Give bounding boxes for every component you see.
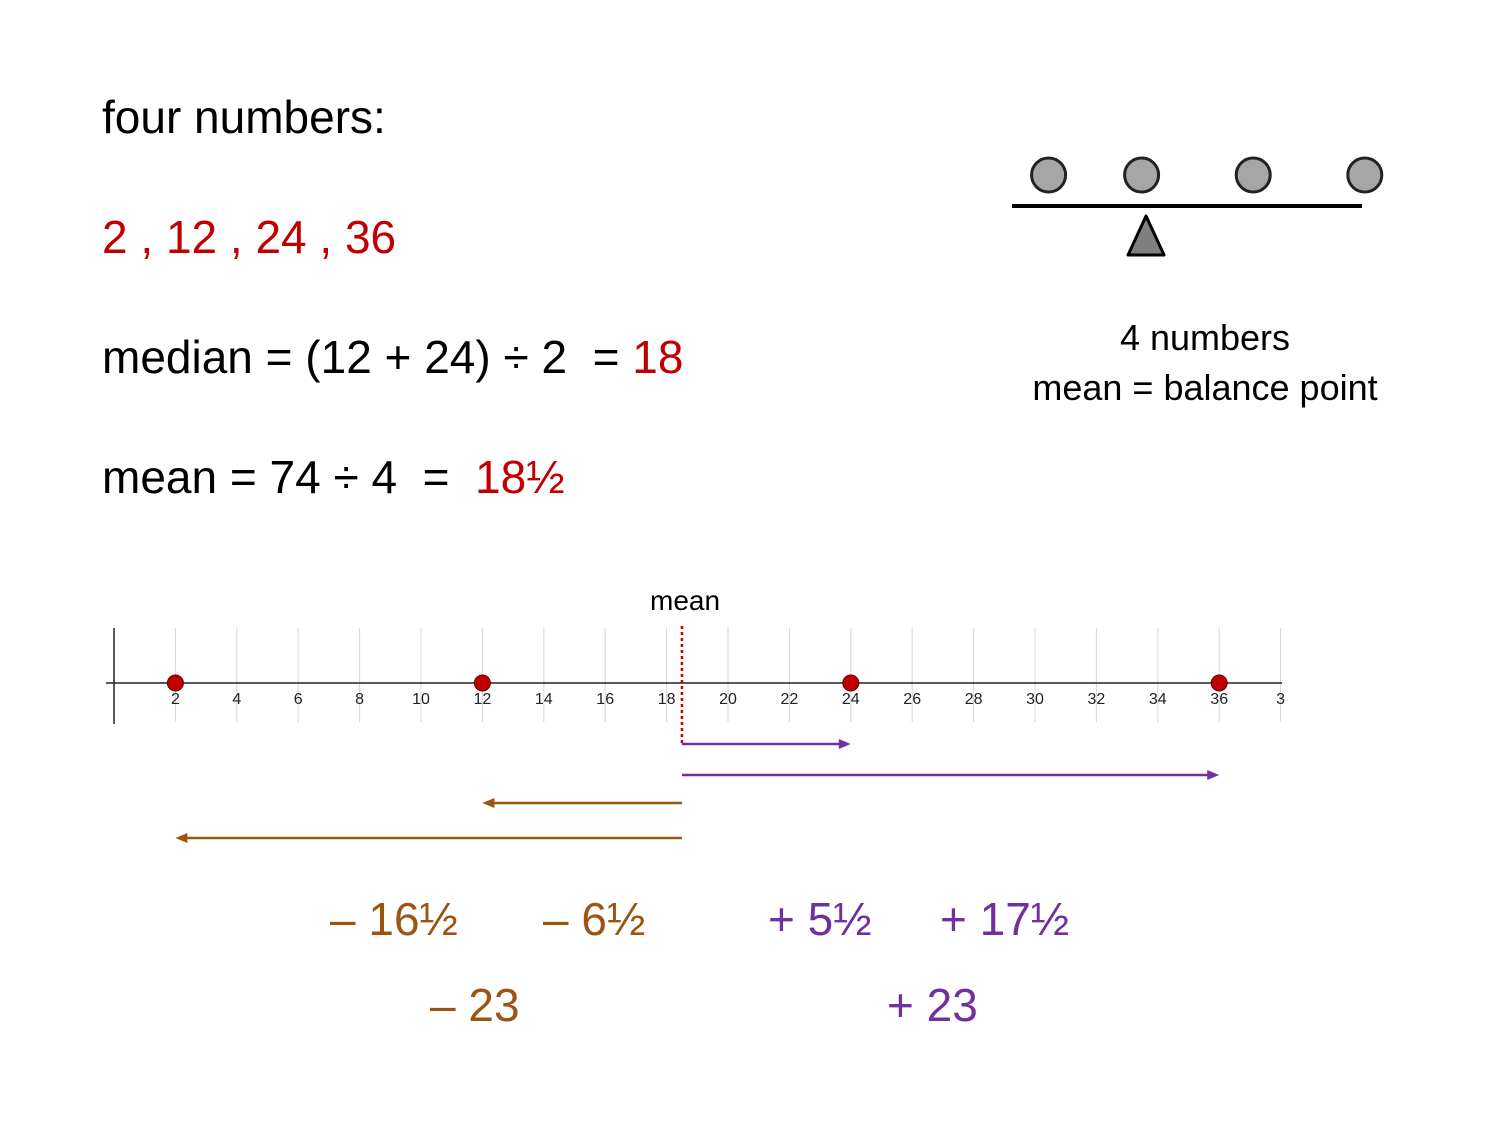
mean-label: mean	[650, 585, 721, 616]
mean-expression: mean = 74 ÷ 4 =	[102, 451, 476, 503]
tick-label: 20	[719, 691, 737, 708]
data-point	[473, 674, 491, 692]
deviation-value: + 5½	[768, 893, 872, 945]
tick-label: 4	[232, 691, 241, 708]
tick-label: 6	[294, 691, 303, 708]
number-list: 2 , 12 , 24 , 36	[102, 214, 396, 260]
positive-sum: + 23	[887, 979, 978, 1031]
tick-label: 22	[781, 691, 799, 708]
tick-label: 30	[1026, 691, 1044, 708]
balance-caption-line2: mean = balance point	[1032, 367, 1378, 408]
tick-label: 2	[171, 691, 180, 708]
balance-scale	[1012, 156, 1384, 257]
number-value: 24	[255, 211, 307, 263]
separator: ,	[217, 211, 256, 263]
fulcrum-triangle	[1126, 214, 1166, 257]
median-line: median = (12 + 24) ÷ 2 = 18	[102, 334, 683, 380]
mean-result: 18½	[475, 451, 565, 503]
deviation-arrows	[175, 739, 1220, 843]
tick-label: 16	[596, 691, 614, 708]
data-point	[1210, 674, 1228, 692]
tick-label: 32	[1088, 691, 1106, 708]
number-value: 36	[344, 211, 397, 263]
tick-label: 36	[1210, 691, 1228, 708]
data-point	[842, 674, 860, 692]
arrow-head	[838, 739, 851, 749]
tick-label: 24	[842, 691, 860, 708]
balance-ball	[1234, 156, 1272, 194]
tick-label: 10	[412, 691, 430, 708]
tick-label: 12	[474, 691, 492, 708]
tick-label: 26	[903, 691, 921, 708]
data-point	[166, 674, 184, 692]
separator: ,	[306, 211, 345, 263]
mean-line: mean = 74 ÷ 4 = 18½	[102, 454, 565, 500]
separator: ,	[127, 211, 166, 263]
balance-caption-line1: 4 numbers	[1119, 317, 1291, 358]
number-value: 12	[165, 211, 218, 263]
negative-sum: – 23	[430, 979, 520, 1031]
number-value: 2	[102, 211, 128, 263]
tick-label: 34	[1149, 691, 1167, 708]
median-result: 18	[632, 331, 684, 383]
number-line: 2 4 6 8 10 12 14 16 18 20 22 24 26 28 30 32 34 36 3	[106, 626, 1285, 744]
tick-label: 3	[1276, 691, 1285, 708]
balance-ball	[1123, 156, 1161, 194]
balance-ball	[1346, 156, 1384, 194]
tick-label: 28	[965, 691, 983, 708]
tick-label: 18	[658, 691, 676, 708]
tick-label: 14	[535, 691, 553, 708]
tick-label: 8	[355, 691, 364, 708]
arrow-head	[482, 798, 495, 808]
balance-ball	[1030, 156, 1068, 194]
title: four numbers:	[102, 91, 386, 143]
deviation-value: – 16½	[330, 893, 458, 945]
arrow-head	[175, 833, 188, 843]
median-expression: median = (12 + 24) ÷ 2 =	[102, 331, 633, 383]
arrow-head	[1207, 770, 1220, 780]
deviation-value: + 17½	[940, 893, 1070, 945]
deviation-value: – 6½	[543, 893, 646, 945]
